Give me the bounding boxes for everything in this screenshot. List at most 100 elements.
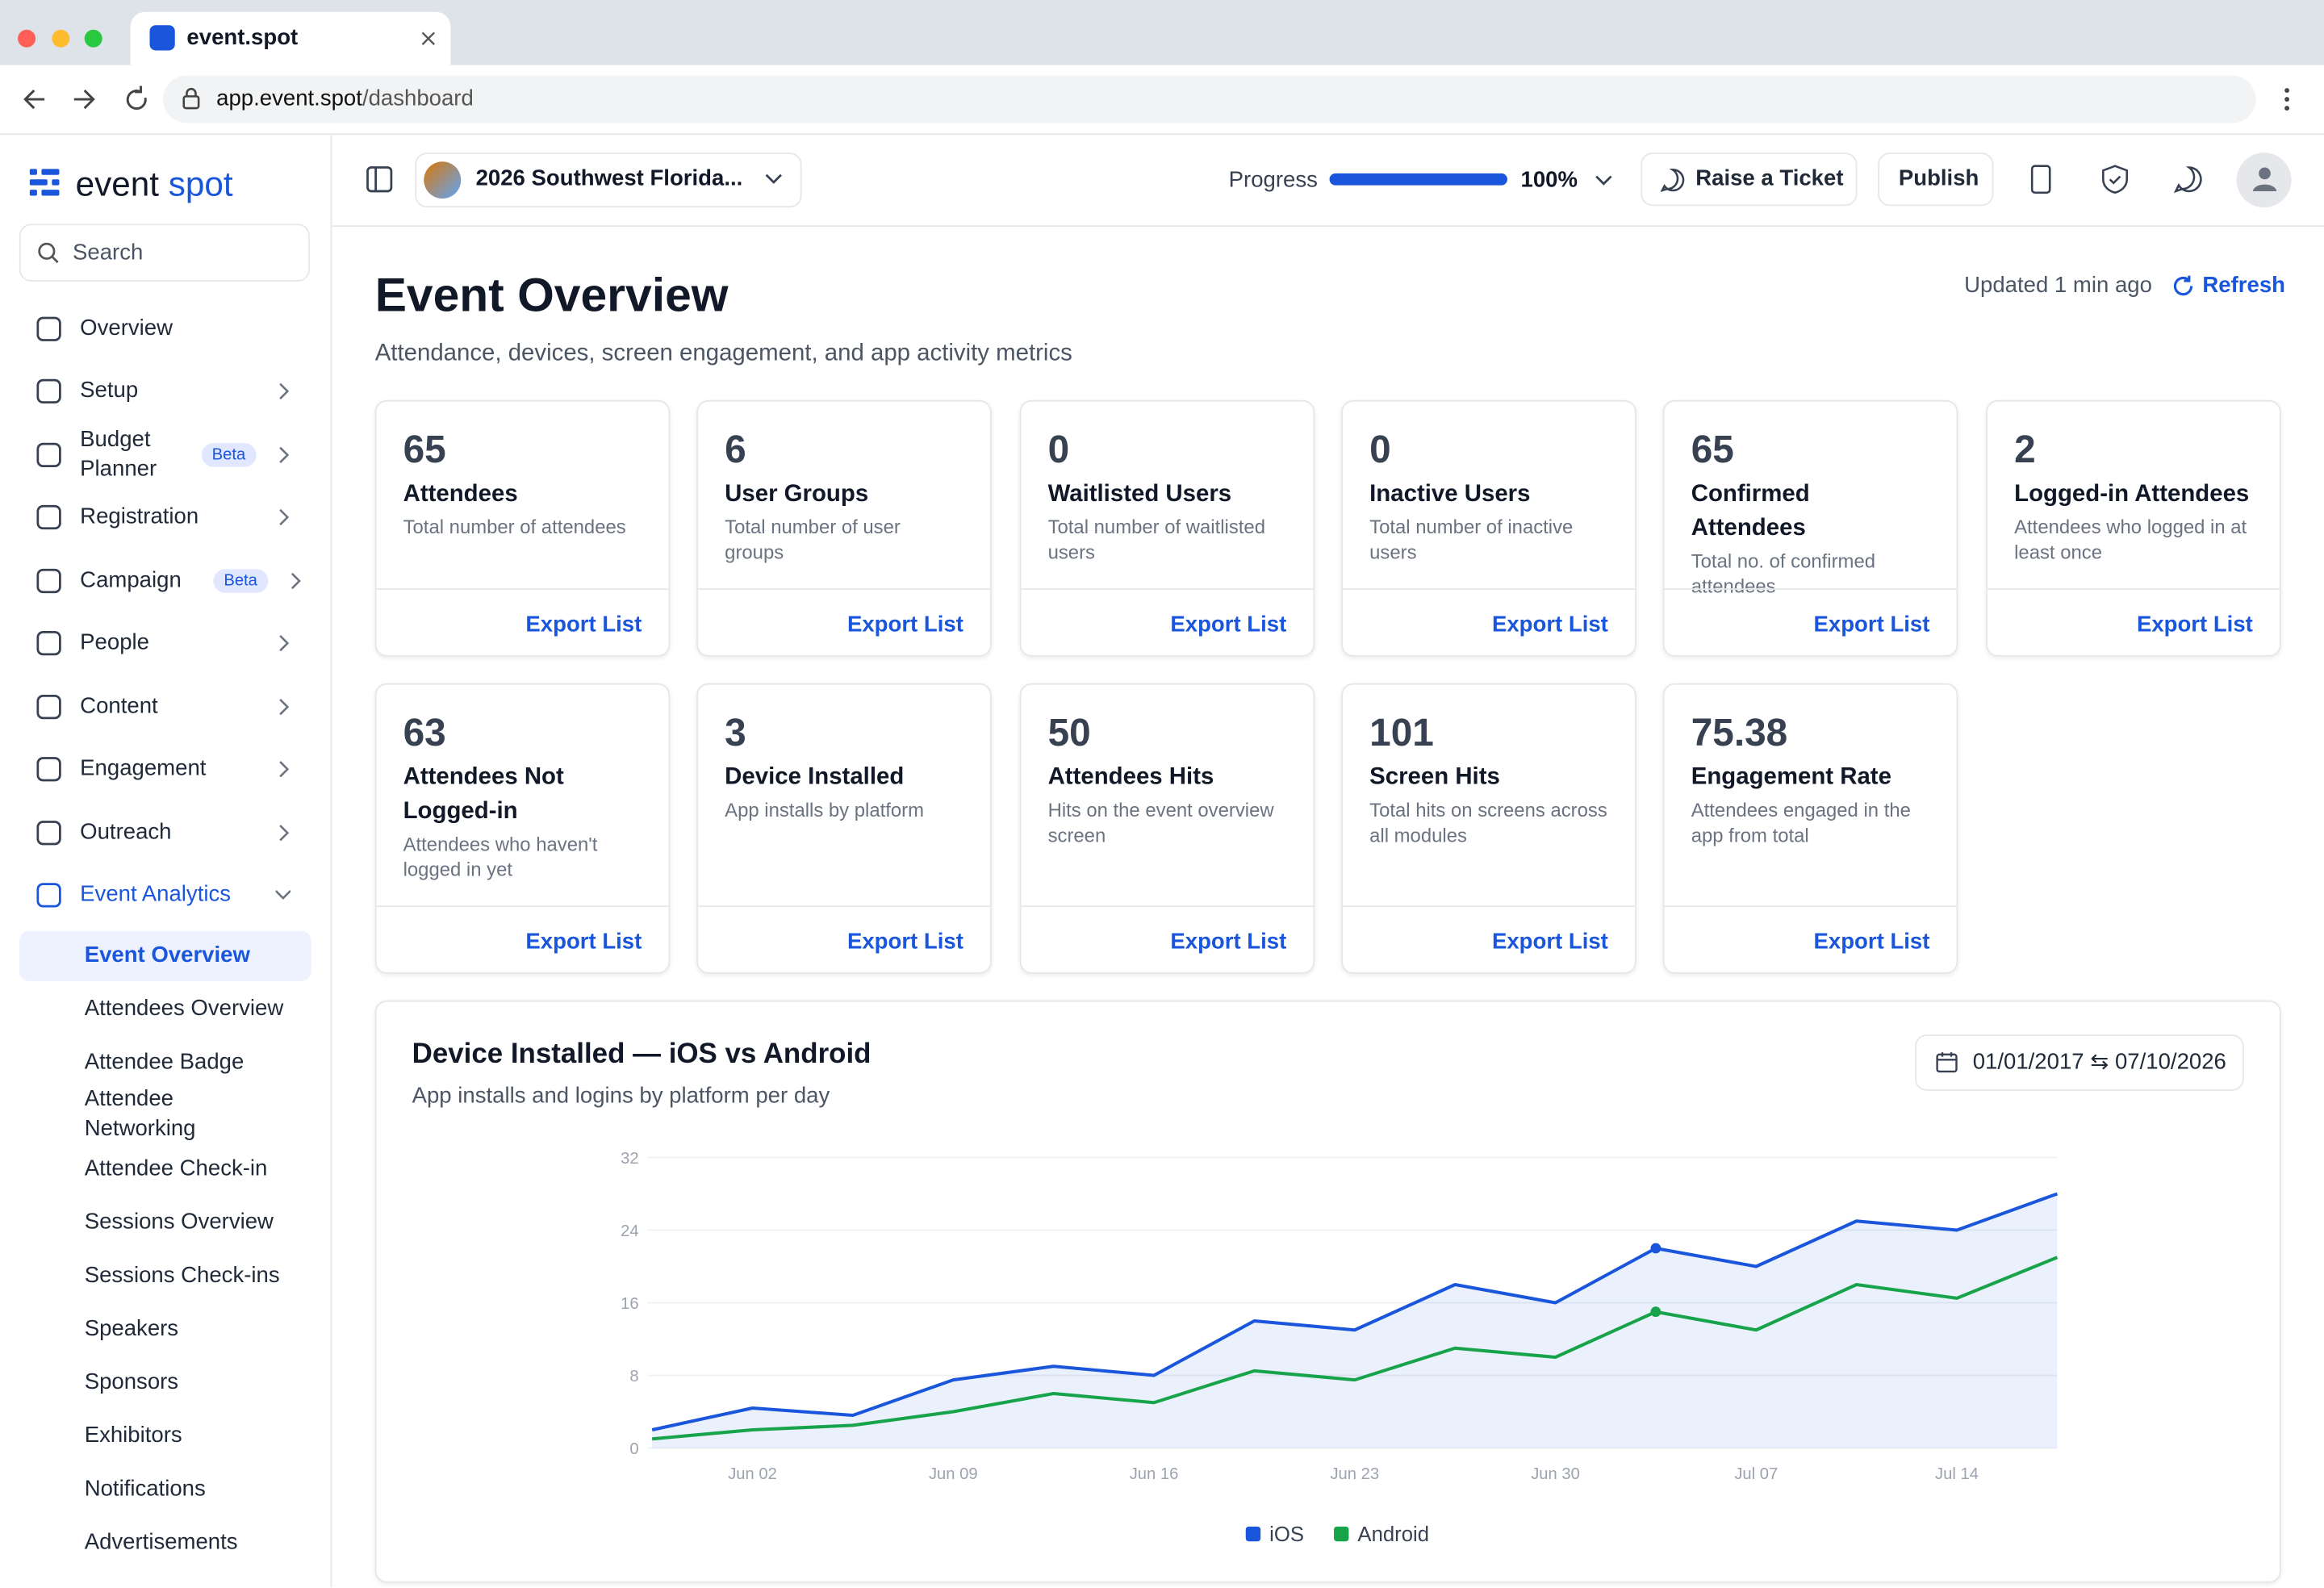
chart-title: Device Installed — iOS vs Android [412, 1038, 872, 1071]
nav-icon [36, 504, 61, 530]
export-link[interactable]: Export List [1491, 929, 1608, 955]
subnav-item[interactable]: Sessions Check-ins [84, 1262, 280, 1289]
export-link[interactable]: Export List [846, 929, 963, 955]
stat-desc: Attendees who haven't logged in yet [403, 833, 598, 881]
stat-card: 65 Attendees Total number of attendees Expo… [374, 399, 671, 657]
legend-label: Android [1357, 1523, 1429, 1546]
export-link[interactable]: Export List [1170, 929, 1287, 955]
logo-b: spot [168, 164, 233, 203]
lock-icon [182, 88, 200, 110]
search-box[interactable] [19, 224, 310, 282]
nav-chevron [279, 699, 290, 716]
event-avatar [424, 161, 462, 199]
nav-icon-shape [36, 442, 61, 468]
nav-label[interactable]: Outreach [80, 819, 172, 845]
x-tick-label: Jun 30 [1531, 1465, 1580, 1483]
x-tick-label: Jul 07 [1734, 1465, 1778, 1483]
nav-label[interactable]: Content [80, 693, 158, 719]
raise-ticket-button[interactable] [1641, 153, 1858, 207]
stat-desc: Total hits on screens across all modules [1369, 799, 1607, 846]
subnav-item[interactable]: Sessions Overview [84, 1209, 274, 1235]
menu-dots[interactable] [2283, 86, 2292, 113]
date-range-button[interactable] [1915, 1034, 2244, 1091]
subnav-item[interactable]: Event Overview [84, 942, 250, 968]
stat-card: 63 Attendees Not Logged-in Attendees who h… [374, 683, 671, 974]
stat-value: 2 [2014, 426, 2036, 472]
nav-label[interactable]: Overview [80, 316, 173, 341]
event-name: 2026 Southwest Florida... [475, 165, 743, 191]
sidebar [0, 135, 332, 1588]
y-tick-label: 0 [629, 1440, 638, 1458]
nav-icon [36, 316, 61, 341]
nav-label[interactable]: People [80, 629, 149, 655]
sidebar-toggle[interactable] [366, 166, 393, 193]
url-host: app.event.spot [216, 86, 362, 111]
tab-close[interactable] [421, 31, 436, 46]
stat-title: User Groups [725, 481, 869, 508]
export-link[interactable]: Export List [525, 612, 642, 637]
y-tick-label: 16 [621, 1295, 638, 1313]
nav-active-bg [19, 930, 311, 981]
nav-badge: Beta [201, 443, 257, 467]
nav-icon-shape [36, 504, 61, 530]
publish-label: Publish [1898, 165, 1979, 191]
nav-buttons[interactable] [21, 85, 154, 115]
subnav-item[interactable]: Speakers [84, 1316, 179, 1342]
nav-icon-shape [36, 316, 61, 341]
stat-card: 65 Confirmed Attendees Total no. of confir… [1662, 399, 1958, 657]
subnav-item[interactable]: Attendee Badge [84, 1049, 245, 1075]
url-bar[interactable] [163, 75, 2256, 123]
export-link[interactable]: Export List [1491, 612, 1608, 637]
card-divider [1664, 588, 1957, 591]
export-link[interactable]: Export List [1813, 612, 1930, 637]
stat-card: 0 Inactive Users Total number of inactive … [1341, 399, 1636, 657]
publish-button[interactable] [1878, 153, 1994, 207]
event-selector[interactable] [415, 153, 802, 208]
export-link[interactable]: Export List [2136, 612, 2253, 637]
refresh-icon[interactable] [2171, 274, 2195, 298]
series-area [652, 1193, 2058, 1448]
export-link[interactable]: Export List [525, 929, 642, 955]
subnav-item[interactable]: Attendee Check-in [84, 1155, 268, 1181]
stat-desc: Total no. of confirmed attendees [1691, 550, 1876, 598]
nav-label[interactable]: Registration [80, 504, 199, 529]
export-link[interactable]: Export List [1170, 612, 1287, 637]
stat-title: Inactive Users [1369, 481, 1531, 508]
nav-icon [36, 630, 61, 656]
nav-label[interactable]: Campaign [80, 567, 182, 593]
card-divider [1664, 905, 1957, 908]
top-icons[interactable] [2028, 165, 2205, 194]
nav-label[interactable]: Event Analytics [80, 881, 232, 908]
refresh-label[interactable]: Refresh [2202, 272, 2285, 299]
nav-chevron [279, 635, 290, 652]
subnav-item[interactable]: Notifications [84, 1476, 206, 1502]
zoom-dot[interactable] [84, 29, 102, 48]
user-avatar[interactable] [2236, 153, 2292, 208]
subnav-item[interactable]: Attendees Overview [84, 996, 284, 1022]
subnav-item[interactable]: Attendee Networking [84, 1086, 196, 1142]
nav-label[interactable]: Budget Planner [80, 426, 157, 482]
stat-value: 50 [1047, 709, 1091, 754]
subnav-item[interactable]: Exhibitors [84, 1423, 182, 1448]
minimize-dot[interactable] [52, 29, 70, 48]
stat-card: 75.38 Engagement Rate Attendees engaged in… [1662, 683, 1958, 974]
nav-chevron [279, 825, 290, 842]
y-tick-label: 8 [629, 1368, 638, 1385]
nav-label[interactable]: Setup [80, 378, 139, 403]
tab[interactable] [130, 11, 451, 65]
y-tick-label: 24 [621, 1222, 638, 1240]
legend-swatch [1334, 1526, 1349, 1542]
stat-value: 65 [403, 426, 446, 472]
export-link[interactable]: Export List [846, 612, 963, 637]
progress-chevron[interactable] [1595, 175, 1612, 187]
close-dot[interactable] [18, 29, 36, 48]
subnav-item[interactable]: Sponsors [84, 1369, 179, 1395]
subnav-item[interactable]: Advertisements [84, 1529, 238, 1555]
stat-card: 3 Device Installed App installs by platfor… [696, 683, 992, 974]
calendar-icon [1936, 1052, 1958, 1073]
chevron-path [279, 635, 290, 652]
nav-label[interactable]: Engagement [80, 755, 207, 781]
export-link[interactable]: Export List [1813, 929, 1930, 955]
nav-icon-shape [36, 821, 61, 846]
